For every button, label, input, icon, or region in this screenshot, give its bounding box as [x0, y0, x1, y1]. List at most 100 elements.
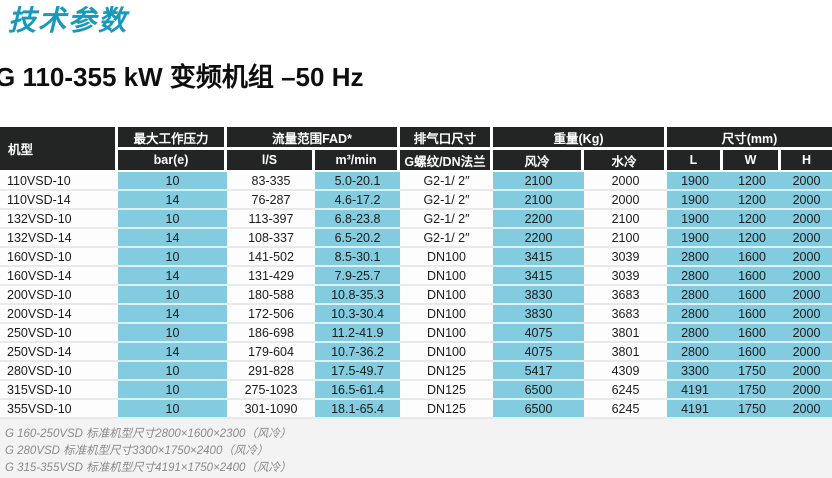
- cell-weight-water: 2000: [584, 172, 667, 191]
- cell-flow-m3min: 8.5-30.1: [315, 248, 400, 267]
- col-header-model: 机型: [0, 127, 118, 172]
- col-subheader-length: L: [667, 150, 723, 172]
- cell-weight-water: 3039: [584, 267, 667, 286]
- cell-weight-water: 2100: [584, 229, 667, 248]
- col-subheader-water-cooled: 水冷: [584, 150, 667, 172]
- cell-port: DN100: [400, 267, 493, 286]
- cell-port: DN100: [400, 305, 493, 324]
- cell-weight-air: 2200: [493, 229, 584, 248]
- cell-flow-m3min: 10.7-36.2: [315, 343, 400, 362]
- cell-bar: 14: [118, 305, 227, 324]
- cell-dim-w: 1200: [723, 172, 781, 191]
- cell-weight-air: 3830: [493, 286, 584, 305]
- cell-flow-m3min: 16.5-61.4: [315, 381, 400, 400]
- cell-port: DN100: [400, 286, 493, 305]
- cell-flow-ls: 108-337: [227, 229, 315, 248]
- cell-model: 110VSD-10: [0, 172, 118, 191]
- cell-dim-l: 2800: [667, 248, 723, 267]
- cell-dim-l: 2800: [667, 286, 723, 305]
- cell-dim-w: 1200: [723, 210, 781, 229]
- cell-bar: 14: [118, 229, 227, 248]
- cell-dim-w: 1600: [723, 286, 781, 305]
- cell-port: DN125: [400, 362, 493, 381]
- cell-dim-l: 1900: [667, 210, 723, 229]
- cell-port: G2-1/ 2″: [400, 191, 493, 210]
- table-row: 110VSD-14 14 76-287 4.6-17.2 G2-1/ 2″ 2100 200…: [0, 191, 832, 210]
- cell-bar: 10: [118, 400, 227, 419]
- cell-model: 200VSD-10: [0, 286, 118, 305]
- cell-model: 355VSD-10: [0, 400, 118, 419]
- cell-bar: 14: [118, 267, 227, 286]
- cell-flow-m3min: 10.8-35.3: [315, 286, 400, 305]
- page-title: 技术参数: [8, 5, 129, 36]
- cell-weight-water: 6245: [584, 381, 667, 400]
- cell-flow-ls: 275-1023: [227, 381, 315, 400]
- cell-dim-l: 2800: [667, 305, 723, 324]
- cell-weight-air: 2200: [493, 210, 584, 229]
- cell-dim-h: 2000: [781, 381, 832, 400]
- cell-dim-h: 2000: [781, 362, 832, 381]
- section-title: G 110-355 kW 变频机组 –50 Hz: [0, 62, 364, 92]
- cell-flow-ls: 186-698: [227, 324, 315, 343]
- cell-port: G2-1/ 2″: [400, 210, 493, 229]
- cell-dim-w: 1200: [723, 229, 781, 248]
- cell-flow-ls: 179-604: [227, 343, 315, 362]
- cell-port: DN100: [400, 248, 493, 267]
- col-subheader-ls: l/S: [227, 150, 315, 172]
- cell-dim-w: 1750: [723, 400, 781, 419]
- cell-bar: 10: [118, 172, 227, 191]
- cell-bar: 10: [118, 248, 227, 267]
- cell-flow-m3min: 5.0-20.1: [315, 172, 400, 191]
- cell-bar: 10: [118, 286, 227, 305]
- cell-flow-m3min: 6.5-20.2: [315, 229, 400, 248]
- cell-dim-h: 2000: [781, 229, 832, 248]
- table-body: 110VSD-10 10 83-335 5.0-20.1 G2-1/ 2″ 2100 200…: [0, 172, 832, 419]
- cell-flow-m3min: 7.9-25.7: [315, 267, 400, 286]
- cell-port: DN125: [400, 400, 493, 419]
- cell-weight-air: 4075: [493, 324, 584, 343]
- cell-port: DN100: [400, 324, 493, 343]
- cell-flow-ls: 301-1090: [227, 400, 315, 419]
- cell-model: 132VSD-10: [0, 210, 118, 229]
- header-sub-row: bar(e) l/S m³/min G螺纹/DN法兰 风冷 水冷 L W H: [0, 150, 832, 172]
- cell-flow-ls: 180-588: [227, 286, 315, 305]
- cell-weight-air: 2100: [493, 172, 584, 191]
- cell-dim-h: 2000: [781, 400, 832, 419]
- cell-dim-l: 4191: [667, 381, 723, 400]
- cell-port: DN125: [400, 381, 493, 400]
- cell-dim-h: 2000: [781, 343, 832, 362]
- cell-port: G2-1/ 2″: [400, 229, 493, 248]
- cell-flow-m3min: 11.2-41.9: [315, 324, 400, 343]
- spec-table: 机型 最大工作压力 流量范围FAD* 排气口尺寸 重量(Kg) 尺寸(mm) b…: [0, 127, 832, 419]
- cell-dim-w: 1200: [723, 191, 781, 210]
- cell-dim-l: 3300: [667, 362, 723, 381]
- cell-weight-water: 2100: [584, 210, 667, 229]
- cell-flow-ls: 141-502: [227, 248, 315, 267]
- cell-weight-water: 3039: [584, 248, 667, 267]
- cell-dim-h: 2000: [781, 305, 832, 324]
- cell-dim-h: 2000: [781, 172, 832, 191]
- cell-weight-water: 6245: [584, 400, 667, 419]
- col-header-dimensions: 尺寸(mm): [667, 127, 832, 150]
- cell-model: 132VSD-14: [0, 229, 118, 248]
- cell-weight-air: 3830: [493, 305, 584, 324]
- cell-model: 250VSD-10: [0, 324, 118, 343]
- cell-weight-water: 4309: [584, 362, 667, 381]
- cell-model: 160VSD-14: [0, 267, 118, 286]
- footnote-3: G 315-355VSD 标准机型尺寸4191×1750×2400（风冷）: [5, 462, 292, 474]
- table-row: 280VSD-10 10 291-828 17.5-49.7 DN125 5417 4309…: [0, 362, 832, 381]
- cell-weight-water: 3683: [584, 286, 667, 305]
- cell-model: 110VSD-14: [0, 191, 118, 210]
- cell-port: DN100: [400, 343, 493, 362]
- table-row: 200VSD-14 14 172-506 10.3-30.4 DN100 3830 3683…: [0, 305, 832, 324]
- cell-dim-l: 2800: [667, 324, 723, 343]
- cell-weight-water: 3801: [584, 343, 667, 362]
- cell-dim-w: 1600: [723, 248, 781, 267]
- cell-flow-ls: 291-828: [227, 362, 315, 381]
- cell-dim-l: 1900: [667, 229, 723, 248]
- cell-weight-water: 3801: [584, 324, 667, 343]
- table-row: 110VSD-10 10 83-335 5.0-20.1 G2-1/ 2″ 2100 200…: [0, 172, 832, 191]
- cell-flow-ls: 83-335: [227, 172, 315, 191]
- cell-dim-w: 1600: [723, 343, 781, 362]
- footnote-2: G 280VSD 标准机型尺寸3300×1750×2400（风冷）: [5, 445, 269, 457]
